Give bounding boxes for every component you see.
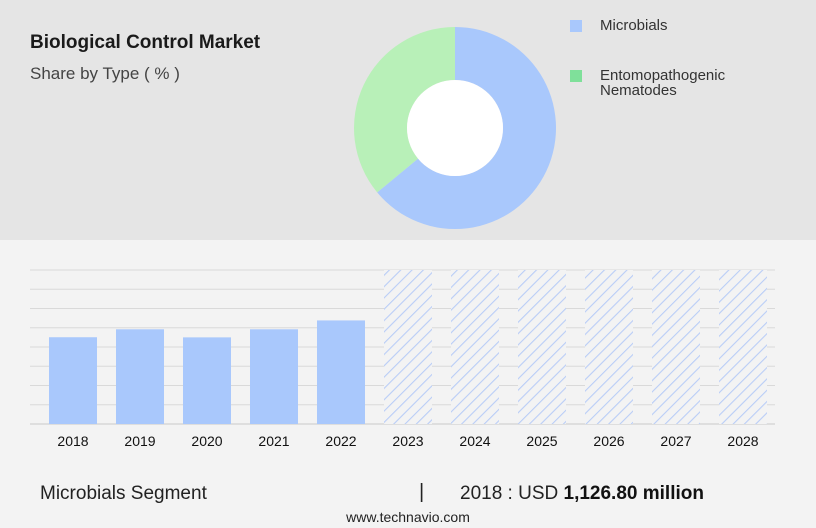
donut-slice-microbials (377, 27, 556, 230)
chart-title: Biological Control Market (30, 32, 261, 53)
bar-2018 (49, 337, 97, 424)
x-tick-label-2028: 2028 (727, 433, 758, 449)
forecast-bar-2027 (652, 270, 700, 424)
legend-swatch-microbials (570, 20, 582, 32)
bar-2020 (183, 337, 231, 424)
x-tick-label-2021: 2021 (258, 433, 289, 449)
footer-separator: | (419, 481, 425, 503)
forecast-bar-2023 (384, 270, 432, 424)
x-tick-label-2024: 2024 (459, 433, 490, 449)
x-tick-label-2025: 2025 (526, 433, 557, 449)
bar-2022 (317, 320, 365, 424)
donut-hole (407, 80, 503, 176)
chart-subtitle: Share by Type ( % ) (30, 64, 180, 83)
donut-slice-entomopathogenic-nematodes (353, 27, 455, 193)
bar-2021 (250, 329, 298, 424)
segment-value: 2018 : USD 1,126.80 million (460, 483, 704, 505)
legend-label-microbials: Microbials (600, 17, 668, 34)
x-tick-label-2018: 2018 (57, 433, 88, 449)
donut-chart (353, 27, 556, 230)
segment-year-label: 2018 : USD (460, 483, 559, 504)
forecast-bar-2028 (719, 270, 767, 424)
x-tick-label-2020: 2020 (191, 433, 222, 449)
x-axis-ticks: 2018 2019 2020 2021 2022 2023 2024 2025 2026 2027… (57, 433, 758, 449)
segment-label: Microbials Segment (40, 483, 207, 504)
forecast-bar-2026 (585, 270, 633, 424)
x-tick-label-2027: 2027 (660, 433, 691, 449)
forecast-bar-2024 (451, 270, 499, 424)
x-tick-label-2023: 2023 (392, 433, 423, 449)
bars (49, 270, 767, 424)
source-link[interactable]: www.technavio.com (346, 509, 470, 525)
x-tick-label-2022: 2022 (325, 433, 356, 449)
segment-value-amount: 1,126.80 million (563, 483, 704, 504)
x-tick-label-2019: 2019 (124, 433, 155, 449)
legend-swatch-nematodes (570, 70, 582, 82)
bar-2019 (116, 329, 164, 424)
x-tick-label-2026: 2026 (593, 433, 624, 449)
legend-label-nematodes: Entomopathogenic Nematodes (600, 67, 726, 99)
forecast-bar-2025 (518, 270, 566, 424)
bar-chart: 2018 2019 2020 2021 2022 2023 2024 2025 2026 2027… (30, 269, 775, 449)
